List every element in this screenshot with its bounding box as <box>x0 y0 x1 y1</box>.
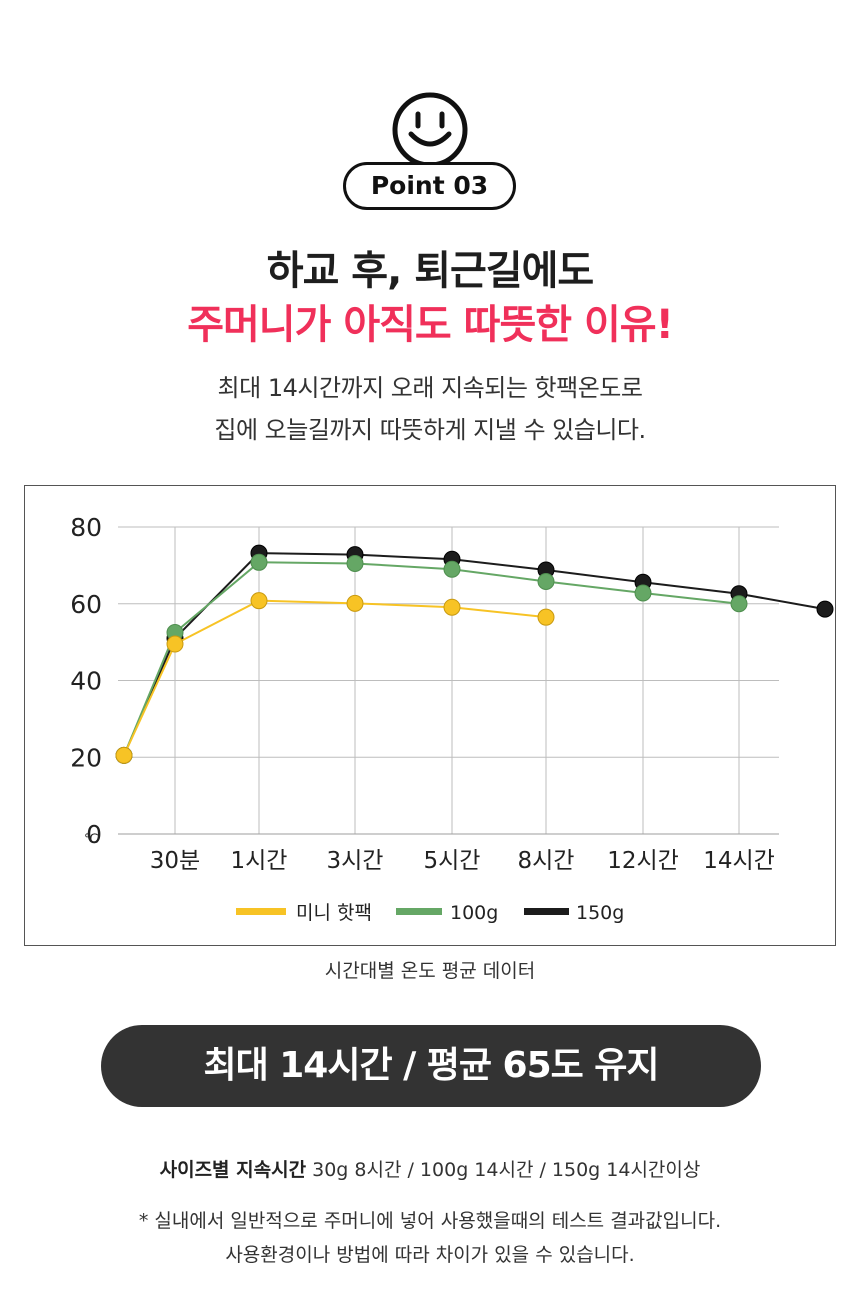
y-tick-label: 0 <box>86 820 102 849</box>
data-point-100g <box>443 560 461 578</box>
y-tick-label: 60 <box>70 590 102 619</box>
subtitle-line2: 집에 오늘길까지 따뜻하게 지낼 수 있습니다. <box>214 416 646 444</box>
data-point-미니 핫팩 <box>250 592 268 610</box>
data-point-150g <box>816 600 834 618</box>
x-tick-label: 1시간 <box>231 848 288 874</box>
series-line-150g <box>123 552 826 756</box>
chart-frame <box>24 485 836 946</box>
headline-line2: 주머니가 아직도 따뜻한 이유! <box>187 302 674 348</box>
subtitle-line1: 최대 14시간까지 오래 지속되는 핫팩온도로 <box>217 374 643 402</box>
series-line-미니 핫팩 <box>123 599 547 756</box>
test-note-line1: * 실내에서 일반적으로 주머니에 넣어 사용했을때의 테스트 결과값입니다. <box>138 1210 722 1232</box>
x-tick-label: 14시간 <box>703 848 775 874</box>
legend-label-100g: 100g <box>450 902 498 924</box>
data-point-100g <box>537 572 555 590</box>
summary-banner: 최대 14시간 / 평균 65도 유지 <box>101 1025 761 1107</box>
y-tick-label: 80 <box>70 513 102 542</box>
x-tick-label: 8시간 <box>518 848 575 874</box>
x-tick-label: 30분 <box>150 848 200 874</box>
y-unit-label: ℃ <box>84 832 99 847</box>
headline-line1: 하교 후, 퇴근길에도 <box>266 248 594 294</box>
y-tick-label: 40 <box>70 667 102 696</box>
data-point-100g <box>730 595 748 613</box>
legend-swatch-미니 핫팩 <box>236 908 286 915</box>
x-tick-label: 12시간 <box>607 848 679 874</box>
chart-caption: 시간대별 온도 평균 데이터 <box>324 960 536 982</box>
legend-swatch-150g <box>524 908 569 915</box>
data-point-미니 핫팩 <box>346 594 364 612</box>
test-note-line2: 사용환경이나 방법에 따라 차이가 있을 수 있습니다. <box>225 1244 635 1266</box>
legend-swatch-100g <box>396 908 442 915</box>
series-line-100g <box>123 561 740 756</box>
data-point-미니 핫팩 <box>115 746 133 764</box>
size-duration-label: 사이즈별 지속시간 <box>159 1159 307 1181</box>
smiley-icon <box>392 92 468 168</box>
data-point-100g <box>346 554 364 572</box>
x-tick-label: 5시간 <box>424 848 481 874</box>
y-tick-label: 20 <box>70 743 102 772</box>
point-badge: Point 03 <box>343 162 516 210</box>
data-point-미니 핫팩 <box>443 598 461 616</box>
size-duration-values: 30g 8시간 / 100g 14시간 / 150g 14시간이상 <box>312 1159 701 1181</box>
x-tick-label: 3시간 <box>327 848 384 874</box>
legend-label-미니 핫팩: 미니 핫팩 <box>296 902 372 924</box>
data-point-미니 핫팩 <box>166 635 184 653</box>
data-point-100g <box>634 584 652 602</box>
legend-label-150g: 150g <box>576 902 624 924</box>
size-duration-info: 사이즈별 지속시간 30g 8시간 / 100g 14시간 / 150g 14시… <box>0 1155 860 1182</box>
data-point-100g <box>250 553 268 571</box>
data-point-미니 핫팩 <box>537 608 555 626</box>
